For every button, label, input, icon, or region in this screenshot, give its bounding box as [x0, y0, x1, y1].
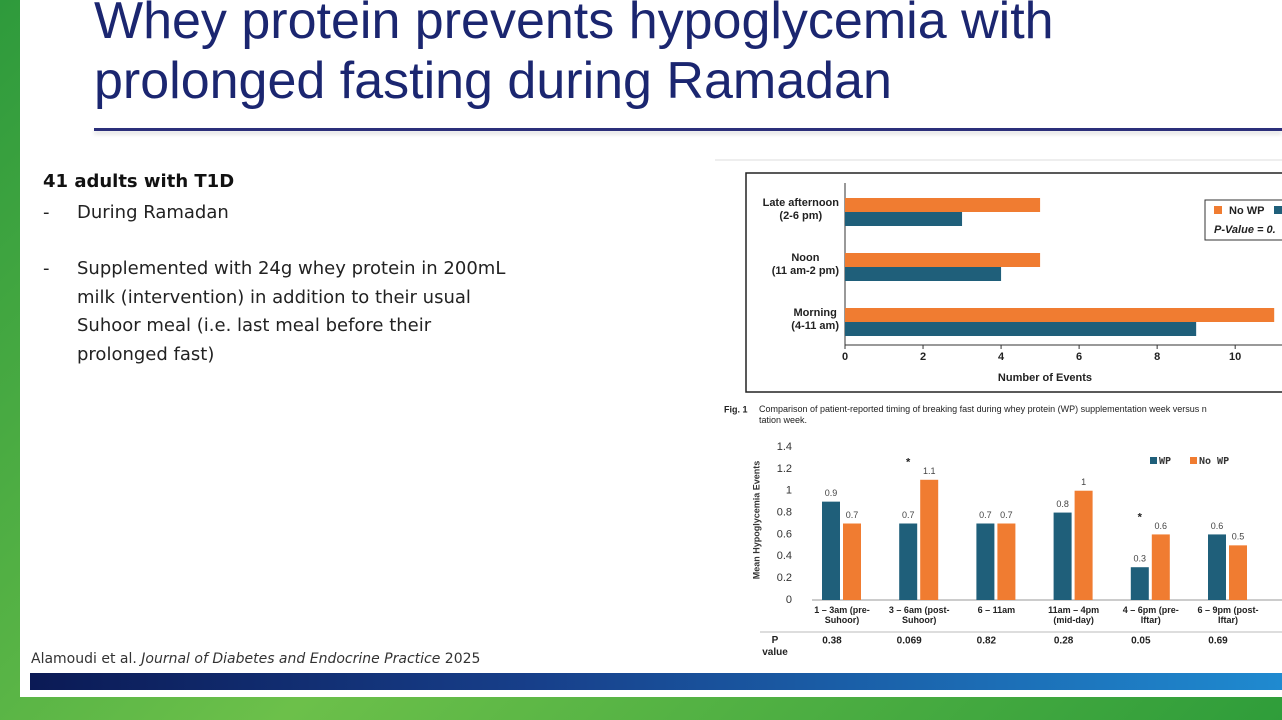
p-value: 0.069	[897, 636, 922, 647]
legend-label: No WP	[1199, 456, 1229, 467]
value-label: 0.7	[1000, 510, 1013, 520]
x-tick-label: 10	[1229, 351, 1241, 363]
bar	[845, 322, 1197, 336]
bar	[1053, 512, 1072, 600]
legend-swatch	[1150, 457, 1157, 464]
p-value: 0.05	[1131, 636, 1151, 647]
bar	[845, 267, 1002, 281]
x-tick-label: 8	[1154, 351, 1160, 363]
x-tick-label: 4 – 6pm (pre- Iftar)	[1122, 605, 1179, 625]
y-axis-label: Mean Hypoglycemia Events	[751, 461, 761, 580]
y-tick-label: 1.2	[777, 463, 792, 475]
x-tick-label: 6	[1076, 351, 1082, 363]
legend-swatch	[1214, 206, 1222, 214]
citation-year: 2025	[444, 651, 481, 667]
bar	[1151, 534, 1170, 600]
citation: Alamoudi et al. Journal of Diabetes and …	[31, 651, 480, 667]
value-label: 0.6	[1155, 521, 1168, 531]
title-rule	[94, 128, 1282, 131]
legend-label: No WP	[1229, 205, 1264, 217]
p-label: P value	[762, 635, 788, 658]
value-label: 1.1	[923, 466, 936, 476]
legend-label: WP	[1159, 456, 1171, 467]
value-label: 1	[1081, 477, 1086, 487]
x-tick-label: 3 – 6am (post- Suhoor)	[888, 605, 950, 625]
bar	[845, 212, 963, 226]
y-tick-label: Morning (4-11 am)	[791, 307, 839, 332]
value-label: 0.5	[1232, 532, 1245, 542]
y-tick-label: 0	[786, 594, 792, 606]
x-tick-label: 6 – 9pm (post- Iftar)	[1197, 605, 1259, 625]
caption-label: Fig. 1	[724, 404, 748, 414]
bar	[1229, 545, 1247, 600]
value-label: 0.7	[902, 510, 915, 520]
bar	[1208, 534, 1226, 600]
p-value: 0.38	[822, 636, 842, 647]
caption: Comparison of patient-reported timing of…	[759, 404, 1207, 425]
value-label: 0.9	[825, 488, 838, 498]
p-value: 0.82	[977, 636, 997, 647]
bar	[920, 479, 939, 600]
bullet-text: During Ramadan	[77, 202, 229, 223]
significance-marker: *	[906, 457, 911, 469]
value-label: 0.7	[846, 510, 859, 520]
bar	[845, 308, 1275, 322]
bar	[997, 523, 1016, 600]
p-value: 0.69	[1208, 636, 1228, 647]
x-tick-label: 1 – 3am (pre- Suhoor)	[814, 605, 870, 625]
legend-swatch	[1274, 206, 1282, 214]
value-label: 0.8	[1056, 499, 1069, 509]
bar	[1130, 567, 1149, 600]
p-value: 0.28	[1054, 636, 1074, 647]
x-tick-label: 4	[998, 351, 1005, 363]
value-label: 0.3	[1134, 554, 1147, 564]
bar	[845, 253, 1041, 267]
x-axis-label: Number of Events	[998, 372, 1092, 384]
y-tick-label: 0.8	[777, 506, 792, 518]
y-tick-label: Noon (11 am-2 pm)	[771, 252, 839, 277]
y-tick-label: 0.4	[777, 550, 792, 562]
bar	[1074, 490, 1093, 600]
bar	[845, 198, 1041, 212]
slide-title: Whey protein prevents hypoglycemia with …	[94, 0, 1054, 110]
bar	[822, 501, 840, 600]
citation-authors: Alamoudi et al.	[31, 651, 137, 667]
bullet-text: Supplemented with 24g whey protein in 20…	[77, 258, 506, 365]
heading: 41 adults with T1D	[43, 171, 235, 192]
y-tick-label: 0.6	[777, 528, 792, 540]
y-tick-label: 1	[786, 485, 792, 497]
citation-journal: Journal of Diabetes and Endocrine Practi…	[141, 651, 441, 667]
bar	[843, 523, 861, 600]
value-label: 0.7	[979, 510, 992, 520]
value-label: 0.6	[1211, 521, 1224, 531]
x-tick-label: 0	[842, 351, 848, 363]
significance-marker: *	[1138, 511, 1143, 523]
x-tick-label: 2	[920, 351, 926, 363]
bullet-symbol: -	[43, 202, 50, 223]
y-tick-label: Late afternoon (2-6 pm)	[762, 197, 839, 222]
y-tick-label: 1.4	[777, 441, 792, 453]
bar	[976, 523, 995, 600]
x-tick-label: 11am – 4pm (mid-day)	[1048, 605, 1100, 625]
legend-swatch	[1190, 457, 1197, 464]
x-tick-label: 6 – 11am	[977, 605, 1016, 615]
bar	[899, 523, 918, 600]
footer-band	[30, 673, 1282, 690]
bullet-symbol: -	[43, 258, 50, 279]
legend-note: P-Value = 0.	[1214, 224, 1276, 236]
y-tick-label: 0.2	[777, 572, 792, 584]
